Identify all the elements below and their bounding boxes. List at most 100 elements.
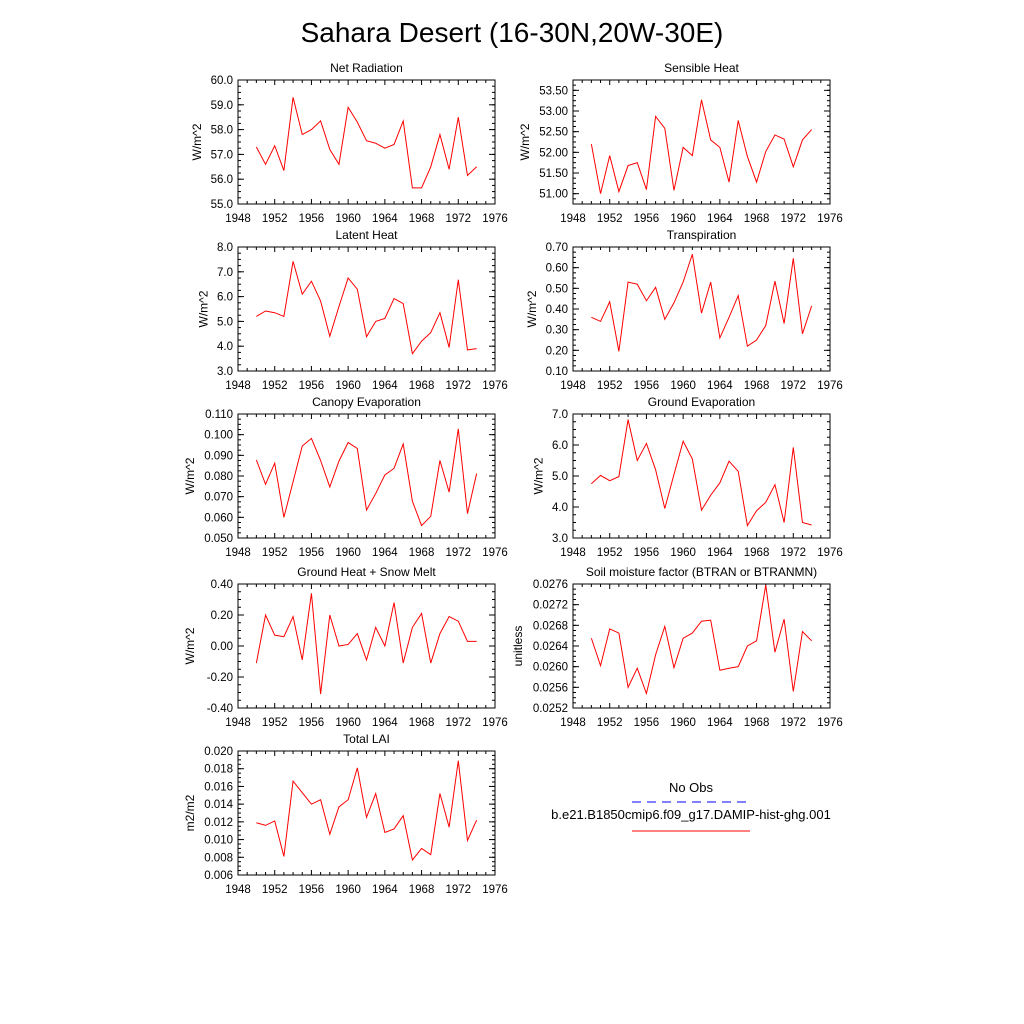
panel-1-xtick-label: 1964: [372, 213, 398, 225]
panel-6-ytick-label: 4.0: [552, 502, 568, 514]
panel-6-ylabel: W/m^2: [532, 457, 546, 494]
panel-7-xtick-label: 1976: [482, 717, 508, 729]
panel-2-ytick-label: 53.00: [539, 106, 568, 118]
panel-9-ytick-label: 0.010: [204, 835, 233, 847]
panel-6-xtick-label: 1960: [670, 547, 696, 559]
panel-7-ytick-label: -0.40: [207, 703, 233, 715]
panel-8-xtick-label: 1972: [780, 717, 806, 729]
panel-1-frame: [237, 79, 496, 205]
panel-2-series-line: [590, 99, 813, 194]
panel-4-ytick-label: 0.70: [546, 242, 568, 254]
panel-2-xtick-label: 1960: [670, 213, 696, 225]
panel-2-ytick-label: 51.00: [539, 189, 568, 201]
panel-8-xtick-label: 1960: [670, 717, 696, 729]
panel-2-frame: [572, 79, 831, 205]
panel-6-xtick-label: 1952: [597, 547, 623, 559]
legend-model-label: b.e21.B1850cmip6.f09_g17.DAMIP-hist-ghg.…: [551, 807, 831, 822]
panel-6: Ground Evaporation 1948 1952 1956 1960 1964 19…: [532, 395, 843, 559]
panel-8-ylabel: unitless: [511, 626, 525, 667]
panel-6-xtick-label: 1972: [780, 547, 806, 559]
panel-8-ytick-label: 0.0256: [533, 682, 568, 694]
panel-4-xtick-label: 1956: [634, 380, 660, 392]
panel-1-ylabel: W/m^2: [190, 123, 204, 160]
panel-3-ylabel: W/m^2: [197, 290, 211, 327]
panel-3-ytick-label: 7.0: [217, 267, 233, 279]
panel-3-series-line: [256, 261, 477, 355]
panel-2-ytick-label: 51.50: [539, 168, 568, 180]
panel-6-series-line: [591, 419, 812, 527]
panel-4-ytick-label: 0.50: [546, 283, 568, 295]
panel-9-xtick-label: 1956: [299, 884, 325, 896]
panel-4: Transpiration 1948 1952 1956 1960 1964 1968 197…: [525, 228, 843, 392]
panel-7-xtick-label: 1968: [409, 717, 435, 729]
panel-1-ytick-label: 57.0: [211, 149, 233, 161]
panel-3: Latent Heat 1948 1952 1956 1960 1964 1968 1972 1…: [197, 228, 508, 392]
panel-7-series-line: [255, 593, 477, 695]
panel-3-title: Latent Heat: [335, 228, 398, 242]
panel-7-xtick-label: 1956: [299, 717, 325, 729]
panel-2-xtick-label: 1952: [597, 213, 623, 225]
panel-9-xtick-label: 1972: [445, 884, 471, 896]
panel-5-xtick-label: 1968: [409, 547, 435, 559]
panel-7-xtick-label: 1948: [225, 717, 251, 729]
panel-5-ytick-label: 0.080: [204, 471, 233, 483]
panel-5: Canopy Evaporation 1948 1952 1956 1960 1964 19…: [183, 395, 508, 559]
panel-6-xtick-label: 1968: [744, 547, 770, 559]
panel-2-xtick-label: 1964: [707, 213, 733, 225]
panel-4-xtick-label: 1968: [744, 380, 770, 392]
panel-8-series-line: [590, 584, 812, 696]
panel-3-xtick-label: 1960: [335, 380, 361, 392]
panel-3-ytick-label: 4.0: [217, 341, 233, 353]
panel-1-xtick-label: 1960: [335, 213, 361, 225]
panel-2-ytick-label: 53.50: [539, 85, 568, 97]
panel-2-xtick-label: 1972: [780, 213, 806, 225]
panel-7-title: Ground Heat + Snow Melt: [297, 565, 436, 579]
panel-8: Soil moisture factor (BTRAN or BTRANMN) 1…: [511, 565, 843, 729]
panel-6-ytick-label: 6.0: [552, 440, 568, 452]
panel-1-series-line: [255, 97, 477, 189]
panel-6-xtick-label: 1976: [817, 547, 843, 559]
panel-5-series-line: [255, 428, 478, 527]
panel-9-xtick-label: 1976: [482, 884, 508, 896]
panel-8-ytick-label: 0.0268: [533, 620, 568, 632]
panel-8-xtick-label: 1976: [817, 717, 843, 729]
panel-9-xtick-label: 1960: [335, 884, 361, 896]
panel-4-ylabel: W/m^2: [525, 290, 539, 327]
panel-5-xtick-label: 1976: [482, 547, 508, 559]
panel-6-xtick-label: 1956: [634, 547, 660, 559]
panel-5-xtick-label: 1956: [299, 547, 325, 559]
panel-1: Net Radiation 1948 1952 1956 1960 1964 1968 197…: [190, 61, 508, 225]
panel-7-xtick-label: 1964: [372, 717, 398, 729]
panel-8-ytick-label: 0.0260: [533, 662, 568, 674]
panel-2-xtick-label: 1968: [744, 213, 770, 225]
panel-8-xtick-label: 1956: [634, 717, 660, 729]
panel-8-title: Soil moisture factor (BTRAN or BTRANMN): [586, 565, 817, 579]
panel-4-ytick-label: 0.10: [546, 366, 568, 378]
panel-5-ytick-label: 0.090: [204, 450, 233, 462]
panel-1-ytick-label: 58.0: [211, 125, 233, 137]
panel-6-ytick-label: 3.0: [552, 533, 568, 545]
panel-7-ytick-label: 0.00: [211, 641, 233, 653]
panel-4-xtick-label: 1976: [817, 380, 843, 392]
panel-4-title: Transpiration: [667, 228, 737, 242]
panel-9-ytick-label: 0.018: [204, 764, 233, 776]
panel-5-ytick-label: 0.070: [204, 492, 233, 504]
panel-8-xtick-label: 1964: [707, 717, 733, 729]
panel-6-frame: [572, 413, 831, 539]
panel-6-ytick-label: 5.0: [552, 471, 568, 483]
panel-1-xtick-label: 1948: [225, 213, 251, 225]
panel-5-ytick-label: 0.100: [204, 430, 233, 442]
panel-2-xtick-label: 1956: [634, 213, 660, 225]
panel-8-frame: [572, 583, 831, 709]
panel-9-xtick-label: 1948: [225, 884, 251, 896]
panel-3-ytick-label: 5.0: [217, 316, 233, 328]
panel-4-ytick-label: 0.60: [546, 263, 568, 275]
panel-9-xtick-label: 1968: [409, 884, 435, 896]
panel-7-ytick-label: 0.20: [211, 610, 233, 622]
panel-5-xtick-label: 1952: [262, 547, 288, 559]
panel-3-xtick-label: 1948: [225, 380, 251, 392]
panel-6-ytick-label: 7.0: [552, 409, 568, 421]
panel-3-ytick-label: 8.0: [217, 242, 233, 254]
panel-3-xtick-label: 1968: [409, 380, 435, 392]
panel-2-ytick-label: 52.50: [539, 127, 568, 139]
